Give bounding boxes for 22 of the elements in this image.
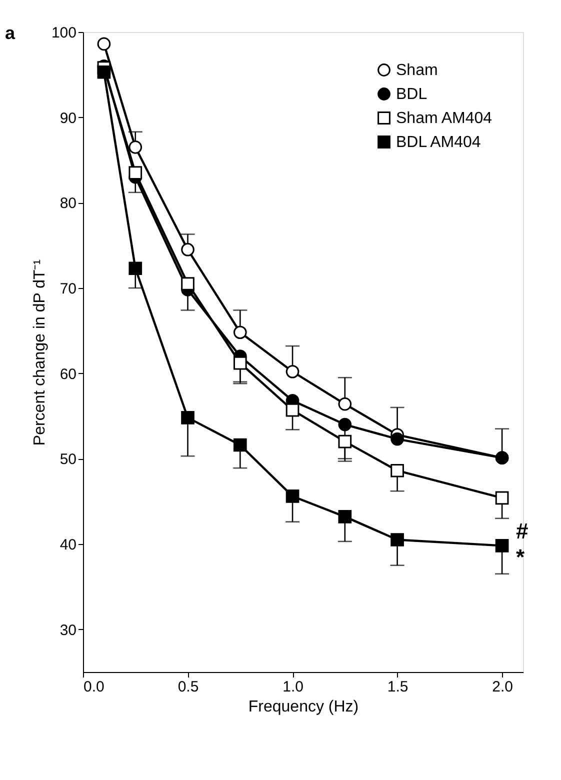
y-tick-label: 30 [60, 622, 76, 639]
text: a [5, 23, 16, 43]
legend-label: BDL [396, 86, 428, 103]
legend-label: Sham AM404 [396, 110, 492, 127]
annotation: # [516, 518, 528, 544]
y-tick-label: 100 [51, 24, 76, 42]
x-tick-label: 1.5 [387, 678, 408, 696]
y-tick-label: 60 [60, 366, 76, 383]
x-axis-title: Frequency (Hz) [248, 698, 359, 716]
y-tick-label: 40 [60, 536, 76, 554]
x-tick-label: 2.0 [492, 678, 513, 696]
x-tick-label: 0.0 [84, 678, 104, 696]
y-tick-label: 50 [60, 451, 76, 468]
annotation: * [516, 544, 526, 570]
x-tick-label: 0.5 [178, 678, 199, 696]
y-tick-label: 70 [60, 280, 76, 298]
x-tick-label: 1.0 [282, 678, 304, 696]
y-tick-label: 80 [60, 195, 76, 212]
y-tick-label: 90 [60, 110, 76, 127]
y-axis-title: Percent change in dP dT⁻¹ [31, 259, 48, 446]
legend-label: Sham [396, 62, 438, 79]
legend-label: BDL AM404 [396, 134, 481, 151]
